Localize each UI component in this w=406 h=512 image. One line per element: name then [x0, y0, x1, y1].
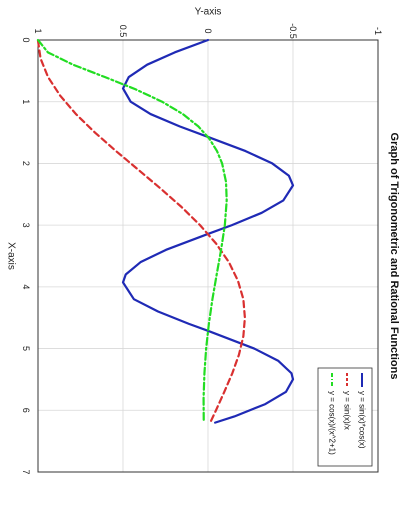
y-axis-label: Y-axis — [195, 7, 222, 18]
chart-title: Graph of Trigonometric and Rational Func… — [388, 133, 400, 380]
x-tick-label: 2 — [21, 161, 31, 166]
y-tick-label: 0 — [203, 28, 213, 33]
x-tick-label: 4 — [21, 284, 31, 289]
series-line-3 — [36, 38, 228, 424]
y-tick-label: 1 — [33, 28, 43, 33]
legend-label-1: y = sin(x)*cos(x) — [358, 391, 367, 449]
x-tick-label: 6 — [21, 408, 31, 413]
x-tick-label: 1 — [21, 99, 31, 104]
x-tick-label: 5 — [21, 346, 31, 351]
y-tick-label: -0.5 — [288, 23, 298, 39]
legend-label-2: y = sin(x)/x — [343, 391, 352, 430]
x-axis-label: X-axis — [6, 242, 17, 270]
y-tick-label: 0.5 — [118, 25, 128, 38]
x-tick-label: 3 — [21, 223, 31, 228]
series-line-2 — [36, 39, 246, 424]
x-tick-label: 0 — [21, 37, 31, 42]
x-tick-label: 7 — [21, 469, 31, 474]
y-tick-label: -1 — [373, 27, 383, 35]
legend-label-3: y = cos(x)/(x^2+1) — [328, 391, 337, 455]
